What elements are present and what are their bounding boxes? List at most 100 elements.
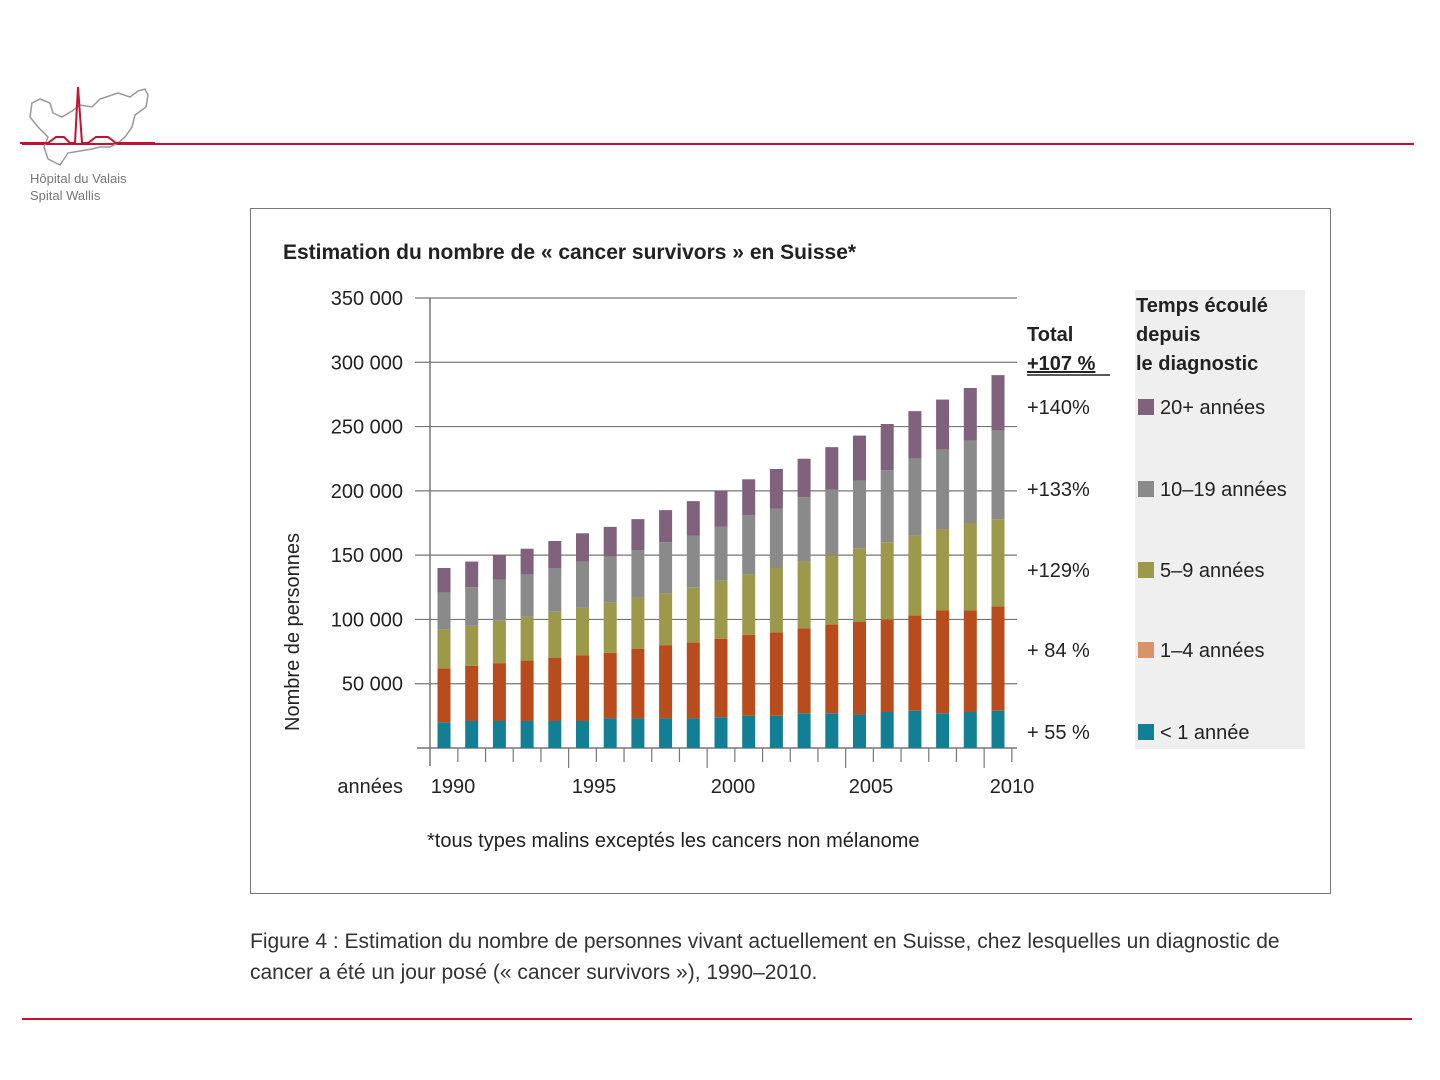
bar-segment (548, 611, 562, 658)
bar-segment (437, 629, 451, 669)
bar-segment (576, 533, 589, 562)
bar-segment (576, 561, 589, 608)
x-tick-label: 2005 (849, 776, 894, 798)
bar-segment (963, 712, 977, 748)
legend-title-2: depuis (1136, 324, 1200, 346)
bar-segment (991, 519, 1005, 607)
bar-segment (825, 447, 839, 490)
bar-segment (603, 526, 617, 557)
total-label: Total (1027, 324, 1073, 346)
bar-segment (520, 660, 534, 721)
y-tick-label: 100 000 (331, 609, 403, 631)
bar-segment (936, 399, 950, 450)
legend-panel (1135, 290, 1305, 749)
bar-segment (936, 610, 950, 714)
series-change-label: + 55 % (1027, 722, 1090, 744)
bar-segment (769, 715, 783, 748)
bar-segment (742, 574, 756, 635)
bar-segment (853, 622, 866, 715)
bar-segment (825, 555, 839, 625)
bar-segment (797, 458, 811, 498)
bar-segment (991, 710, 1005, 748)
bar-segment (686, 587, 700, 643)
bar-segment (492, 620, 506, 664)
bar-segment (437, 592, 451, 630)
bar-segment (631, 519, 645, 550)
bar-segment (659, 542, 673, 594)
bar-segment (437, 722, 451, 748)
footer-rule (22, 1018, 1412, 1020)
legend-swatch (1138, 642, 1154, 658)
y-tick-label: 150 000 (331, 545, 403, 567)
legend-label: 20+ années (1160, 397, 1265, 419)
bar-segment (880, 542, 894, 620)
bar-segment (576, 655, 589, 721)
series-change-label: + 84 % (1027, 640, 1090, 662)
bar-segment (936, 713, 950, 748)
bar-segment (963, 610, 977, 712)
bar-segment (742, 634, 756, 716)
legend-title-3: le diagnostic (1136, 353, 1258, 375)
bar-segment (797, 713, 811, 748)
bar-segment (548, 541, 562, 568)
bar-segment (465, 561, 479, 588)
bar-segment (465, 721, 479, 748)
bar-segment (963, 523, 977, 611)
bar-segment (492, 555, 506, 580)
bar-segment (797, 497, 811, 562)
bar-segment (465, 625, 479, 666)
bar-segment (576, 607, 589, 656)
bar-segment (936, 529, 950, 611)
bar-segment (880, 424, 894, 471)
bar-segment (908, 458, 922, 536)
bar-segment (825, 489, 839, 556)
bar-segment (825, 713, 839, 748)
bar-segment (963, 440, 977, 523)
x-tick-label: 2000 (711, 776, 756, 798)
header-rule (22, 143, 1414, 145)
bar-segment (825, 624, 839, 714)
bar-segment (853, 480, 866, 549)
bar-segment (492, 721, 506, 748)
bar-segment (548, 721, 562, 748)
total-change: +107 % (1027, 353, 1096, 375)
bar-segment (742, 515, 756, 575)
bar-segment (742, 479, 756, 516)
bar-segment (548, 568, 562, 612)
bar-segment (631, 718, 645, 748)
bar-segment (908, 710, 922, 748)
bar-segment (686, 642, 700, 719)
bar-segment (520, 721, 534, 748)
bar-segment (797, 628, 811, 714)
bar-segment (714, 526, 728, 581)
bar-segment (631, 597, 645, 649)
legend-label: 1–4 années (1160, 640, 1265, 662)
bar-segment (520, 574, 534, 617)
bar-segment (548, 658, 562, 721)
chart-frame (250, 208, 1331, 894)
bar-segment (714, 638, 728, 718)
bar-segment (659, 593, 673, 646)
y-tick-label: 350 000 (331, 288, 403, 310)
logo-icon (20, 86, 155, 166)
legend-swatch (1138, 562, 1154, 578)
bar-segment (631, 649, 645, 719)
y-tick-label: 50 000 (342, 674, 403, 696)
bar-segment (936, 449, 950, 530)
y-tick-label: 250 000 (331, 417, 403, 439)
legend-label: < 1 année (1160, 722, 1250, 744)
bar-segment (437, 568, 451, 593)
bar-segment (437, 668, 451, 723)
bar-segment (880, 470, 894, 543)
bar-segment (492, 579, 506, 621)
bar-segment (603, 602, 617, 653)
bar-segment (769, 632, 783, 716)
bar-segment (797, 561, 811, 629)
legend-title-1: Temps écoulé (1136, 295, 1268, 317)
bar-segment (465, 587, 479, 626)
bar-segment (686, 501, 700, 536)
bar-segment (659, 510, 673, 543)
series-change-label: +129% (1027, 560, 1090, 582)
legend-swatch (1138, 399, 1154, 415)
